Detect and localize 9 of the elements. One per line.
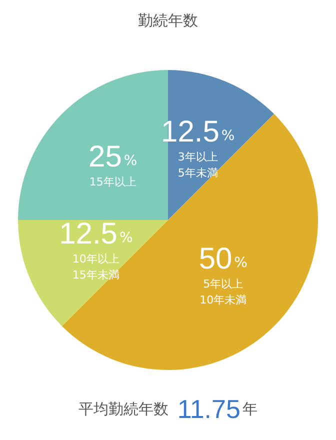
data-label: 12.5% [161,115,235,148]
data-label: 50% [198,242,248,276]
slice-label: 5年以上 10年未満 [200,278,247,307]
text: 平均勤続年数 11.75年 [78,394,258,424]
data-label: 12.5% [59,217,133,250]
slice-label: 15年以上 [89,175,136,188]
slice-label: 10年以上 15年未満 [72,252,120,282]
data-label: 25% [88,140,138,174]
chart-title: 勤続年数 [138,12,198,30]
